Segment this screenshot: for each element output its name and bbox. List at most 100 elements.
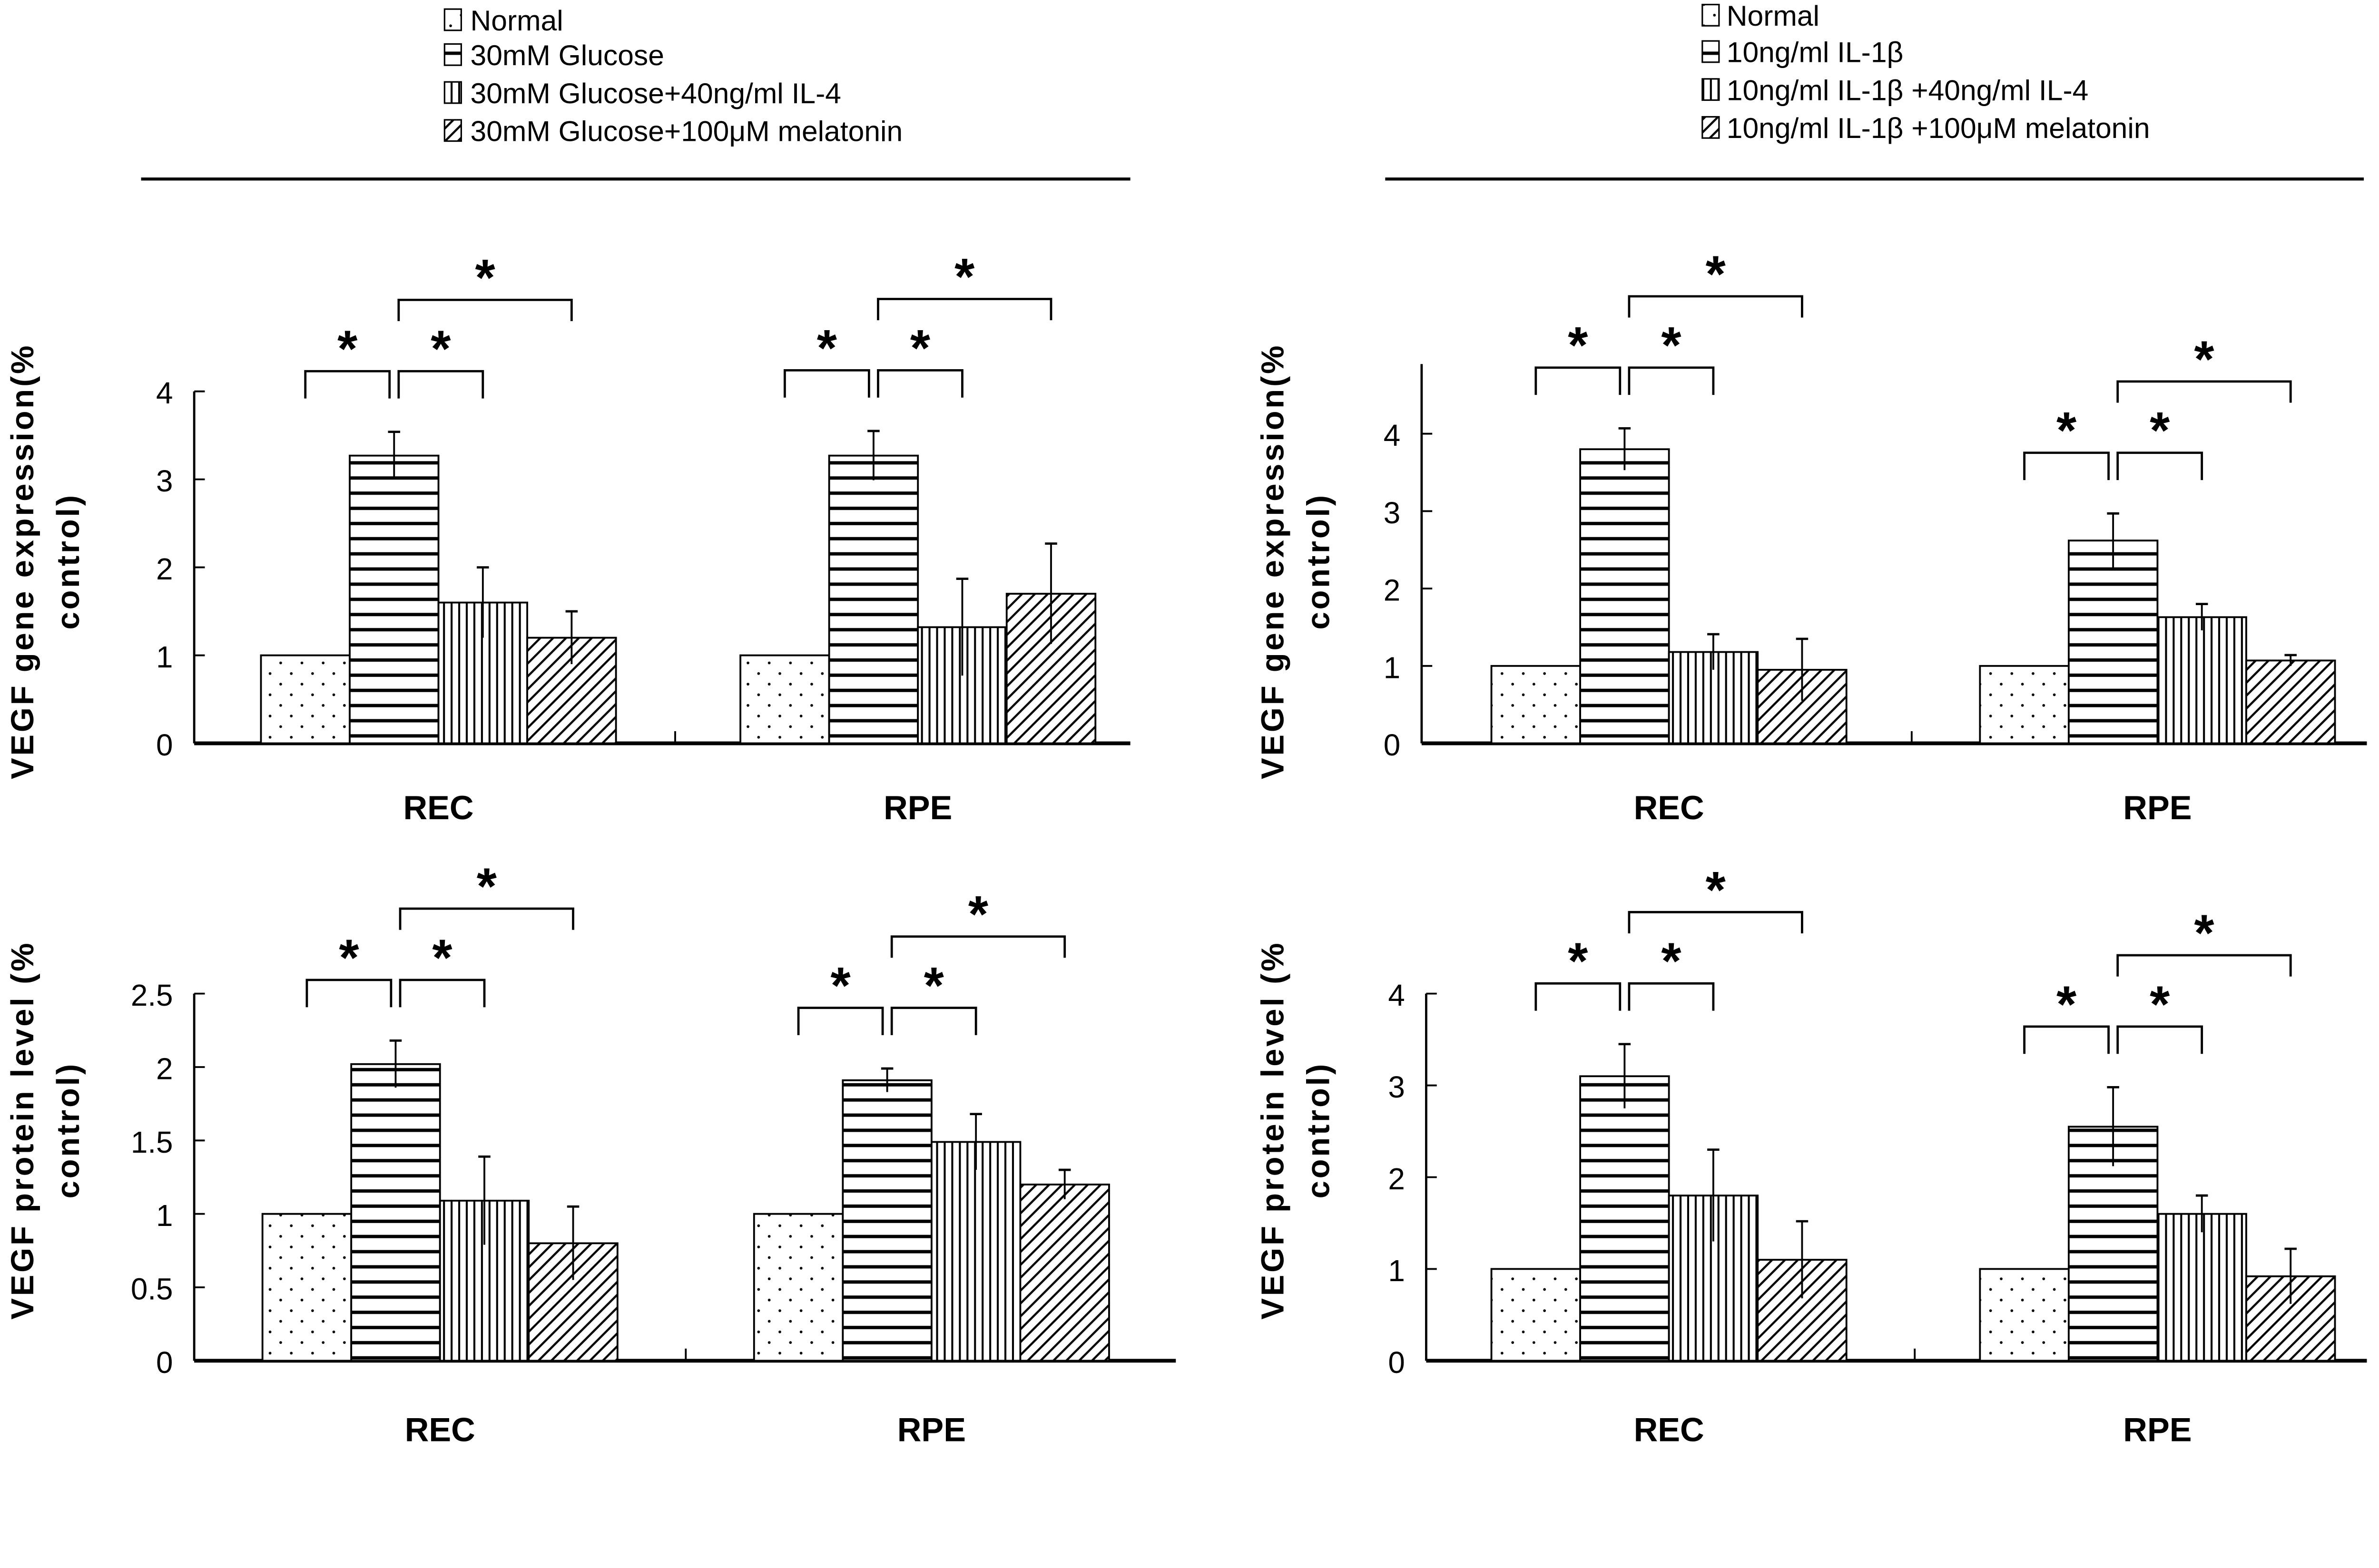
significance-star: * xyxy=(1661,316,1681,374)
chart-panel-3: 0 0.5 1 1.5 2 2.5 VEGF protein level (% control… xyxy=(5,857,1176,1446)
legend-swatch-il4 xyxy=(443,81,462,104)
bar-rec-1 xyxy=(260,654,351,745)
significance-bracket xyxy=(397,370,484,399)
bar-rpe-1 xyxy=(739,654,830,745)
significance-star: * xyxy=(830,957,851,1014)
significance-star: * xyxy=(2056,975,2077,1033)
chart-panel-2: 0 1 2 3 4 VEGF gene expression(% control) REC * *… xyxy=(1255,245,2367,826)
significance-bracket xyxy=(783,369,870,398)
y-axis-label-line: control) xyxy=(50,493,86,629)
bar-rpe-4 xyxy=(1019,1184,1110,1362)
y-tick-label: 3 xyxy=(1384,496,1400,530)
bar-rec-2 xyxy=(1579,448,1670,745)
significance-bracket xyxy=(1628,366,1715,395)
significance-star: * xyxy=(339,929,359,986)
bar-rpe-2 xyxy=(2067,539,2159,745)
y-axis-label-line: control) xyxy=(1300,1062,1336,1198)
significance-star: * xyxy=(910,319,931,377)
significance-bracket xyxy=(2116,380,2292,403)
y-tick-label: 1 xyxy=(156,1198,173,1233)
y-axis-label: VEGF gene expression(% control) xyxy=(5,343,86,779)
y-tick-label: 3 xyxy=(1388,1070,1405,1104)
category-label: RPE xyxy=(2123,1411,2192,1446)
significance-bracket xyxy=(877,369,963,398)
y-tick-label: 2 xyxy=(156,1051,173,1086)
significance-bracket xyxy=(1534,366,1622,395)
significance-star: * xyxy=(432,929,452,986)
y-tick-label: 4 xyxy=(1388,978,1405,1012)
y-tick-label: 4 xyxy=(156,376,173,410)
significance-bracket xyxy=(304,370,391,399)
significance-star: * xyxy=(1568,316,1588,374)
bar-rpe-1 xyxy=(753,1213,844,1362)
bar-rec-1 xyxy=(1490,1268,1582,1362)
legend-label: 30mM Glucose xyxy=(471,39,664,71)
significance-star: * xyxy=(817,319,837,377)
legend-swatch-glucose xyxy=(443,43,462,66)
y-tick-label: 0 xyxy=(1384,728,1400,762)
significance-star: * xyxy=(2194,330,2214,388)
chart-panel-4: 0 1 2 3 4 VEGF protein level (% control) REC * * *… xyxy=(1255,861,2367,1446)
figure: Normal 30mM Glucose 30mM Glucose+40ng/ml… xyxy=(5,0,2367,1446)
significance-bracket xyxy=(399,907,574,930)
significance-bracket xyxy=(2116,1025,2203,1054)
significance-bracket xyxy=(890,1007,977,1035)
significance-star: * xyxy=(2056,402,2077,459)
y-axis-label-line: control) xyxy=(50,1062,86,1198)
significance-bracket xyxy=(397,298,573,321)
y-axis-label-line: VEGF protein level (% xyxy=(1255,941,1291,1320)
significance-star: * xyxy=(924,957,944,1014)
bar-rpe-3 xyxy=(930,1141,1022,1362)
y-tick-label: 4 xyxy=(1384,418,1400,452)
legend-swatch-melatonin xyxy=(443,119,462,142)
category-label: REC xyxy=(403,789,474,826)
significance-star: * xyxy=(431,320,451,378)
y-tick-label: 2 xyxy=(1384,573,1400,608)
significance-star: * xyxy=(477,857,497,915)
y-tick-label: 0 xyxy=(156,728,173,762)
legend-label: 10ng/ml IL-1β +100μM melatonin xyxy=(1727,112,2150,144)
significance-bracket xyxy=(2023,1025,2110,1054)
y-axis-label-line: VEGF gene expression(% xyxy=(1255,343,1291,779)
chart-panel-1: 0 1 2 3 4 VEGF gene expression(% control) REC * *… xyxy=(5,248,1131,826)
y-tick-label: 2 xyxy=(1388,1162,1405,1196)
significance-bracket xyxy=(305,979,393,1008)
y-tick-label: 0 xyxy=(156,1345,173,1380)
bar-rec-2 xyxy=(1579,1075,1670,1362)
y-axis-label: VEGF gene expression(% control) xyxy=(1255,343,1337,779)
legend-swatch-normal xyxy=(443,8,462,31)
significance-bracket xyxy=(1534,982,1622,1011)
bar-rpe-3 xyxy=(2156,616,2247,745)
significance-bracket xyxy=(1628,982,1715,1011)
legend-right: Normal 10ng/ml IL-1β 10ng/ml IL-1β +40ng… xyxy=(1701,0,2150,144)
legend-label: 30mM Glucose+100μM melatonin xyxy=(471,115,903,147)
y-tick-label: 1 xyxy=(1388,1254,1405,1288)
y-tick-label: 2 xyxy=(156,552,173,586)
y-tick-label: 1 xyxy=(156,640,173,674)
significance-star: * xyxy=(2150,975,2170,1033)
significance-star: * xyxy=(2150,402,2170,459)
significance-star: * xyxy=(1661,932,1681,990)
legend-swatch-il1b xyxy=(1701,40,1720,63)
significance-star: * xyxy=(968,885,989,943)
bar-rec-1 xyxy=(261,1213,353,1362)
y-axis-label: VEGF protein level (% control) xyxy=(1255,941,1337,1320)
bar-rpe-1 xyxy=(1979,1268,2070,1362)
category-label: REC xyxy=(1634,1411,1704,1446)
y-tick-label: 1.5 xyxy=(131,1125,173,1159)
category-label: RPE xyxy=(884,789,952,826)
significance-bracket xyxy=(2023,451,2110,480)
bar-rec-2 xyxy=(350,1063,441,1362)
legend-label: Normal xyxy=(1727,0,1819,32)
legend-left: Normal 30mM Glucose 30mM Glucose+40ng/ml… xyxy=(443,4,903,147)
y-axis-label: VEGF protein level (% control) xyxy=(5,941,86,1320)
bar-rec-1 xyxy=(1490,665,1582,745)
significance-star: * xyxy=(1706,861,1726,919)
chart-figure: Normal 30mM Glucose 30mM Glucose+40ng/ml… xyxy=(5,0,2367,1446)
legend-label: Normal xyxy=(471,4,563,37)
legend-swatch-normal xyxy=(1701,3,1720,27)
significance-bracket xyxy=(1628,295,1803,318)
bar-rpe-4 xyxy=(2245,659,2336,745)
y-axis-label-line: VEGF gene expression(% xyxy=(5,343,40,779)
